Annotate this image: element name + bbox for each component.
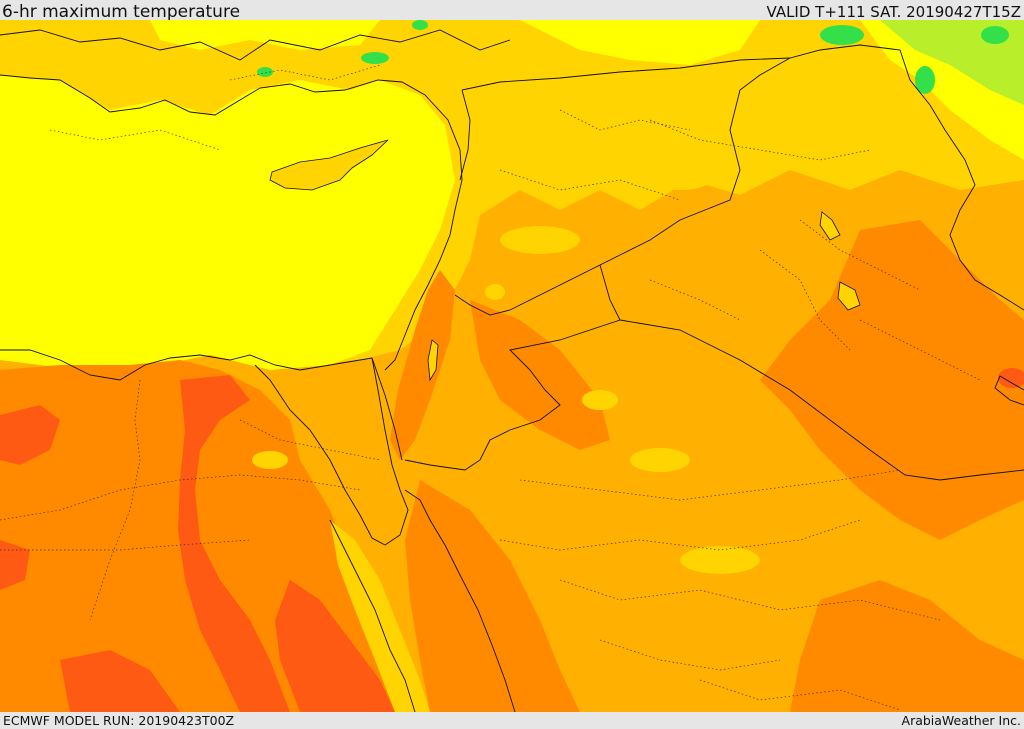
coastlines (0, 29, 1024, 712)
country-borders (371, 44, 1024, 481)
header-bar: 6-hr maximum temperature VALID T+111 SAT… (0, 0, 1024, 22)
temperature-map (0, 20, 1024, 712)
field-green-spot-3 (361, 52, 389, 64)
field-light-orange-blob-7 (485, 284, 505, 300)
valid-time-label: VALID T+111 SAT. 20190427T15Z (766, 3, 1021, 21)
field-dark-orange-levant (390, 270, 455, 460)
field-green-spot-5 (412, 20, 428, 30)
field-green-spot-4 (257, 67, 273, 77)
field-cyprus (269, 139, 389, 191)
lake-iraq-1 (819, 211, 841, 241)
field-yellow-north-3 (520, 20, 760, 65)
field-yellow-north-1 (150, 20, 380, 50)
field-dark-orange-saudi (405, 480, 580, 712)
field-dark-orange-mid (470, 300, 610, 450)
field-light-orange-blob-3 (680, 546, 760, 574)
model-run-label: ECMWF MODEL RUN: 20190423T00Z (3, 713, 235, 728)
provider-credit: ArabiaWeather Inc. (901, 713, 1021, 728)
map-title: 6-hr maximum temperature (2, 2, 241, 22)
field-red-orange-south (275, 580, 395, 712)
footer-bar: ECMWF MODEL RUN: 20190423T00Z ArabiaWeat… (0, 712, 1024, 729)
field-dark-orange-se (790, 580, 1024, 712)
field-dark-orange-iraq (760, 220, 1024, 540)
field-light-orange-blob-6 (252, 451, 288, 469)
field-light-orange-blob-4 (500, 226, 580, 254)
field-red-orange-sw (0, 540, 30, 590)
field-light-orange-blob-5 (650, 170, 710, 190)
province-borders (0, 64, 981, 711)
field-green-spot-1 (981, 26, 1009, 44)
field-light-orange-blob-2 (582, 390, 618, 410)
temperature-field-svg (0, 20, 1024, 712)
lake-dead-sea (427, 339, 439, 382)
field-red-orange-west (0, 405, 60, 465)
field-light-orange-redsea (330, 520, 430, 712)
field-green-spot-2 (820, 25, 864, 45)
field-light-orange-blob-1 (630, 448, 690, 472)
field-red-orange-nile (178, 375, 290, 712)
field-red-orange-se (60, 650, 180, 712)
field-red-orange-gulf (998, 368, 1024, 388)
lake-iraq-2 (837, 281, 861, 311)
field-yellow-mediterranean (0, 75, 455, 375)
field-green-spot-6 (915, 66, 935, 94)
